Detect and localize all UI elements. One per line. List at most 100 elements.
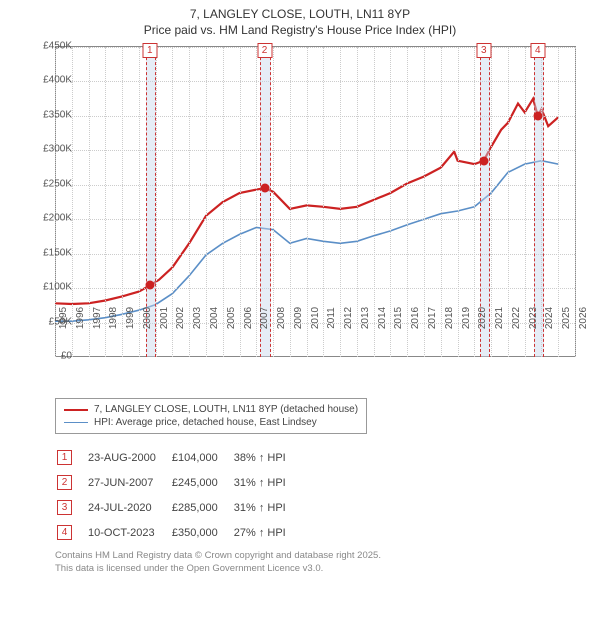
x-tick-label: 2002 [175,307,186,329]
x-tick-label: 2020 [477,307,488,329]
x-tick-label: 2001 [159,307,170,329]
x-tick-label: 2008 [276,307,287,329]
x-tick-label: 2005 [226,307,237,329]
x-tick-label: 2017 [427,307,438,329]
legend-swatch-property [64,409,88,411]
x-tick-label: 2024 [544,307,555,329]
x-tick-label: 2013 [360,307,371,329]
sale-marker-number: 3 [476,43,491,58]
legend-item-hpi: HPI: Average price, detached house, East… [64,416,358,429]
gridline-v [508,47,509,357]
legend-item-property: 7, LANGLEY CLOSE, LOUTH, LN11 8YP (detac… [64,403,358,416]
title-line-1: 7, LANGLEY CLOSE, LOUTH, LN11 8YP [0,6,600,22]
y-tick-label: £450K [28,41,72,52]
sale-point [260,184,269,193]
footer-line-2: This data is licensed under the Open Gov… [55,563,381,576]
gridline-v [172,47,173,357]
gridline-v [206,47,207,357]
legend-label-property: 7, LANGLEY CLOSE, LOUTH, LN11 8YP (detac… [94,404,358,415]
x-tick-label: 2006 [243,307,254,329]
row-price: £104,000 [172,446,232,469]
table-row: 123-AUG-2000£104,00038% ↑ HPI [57,446,300,469]
y-tick-label: £300K [28,144,72,155]
sale-point [145,281,154,290]
x-tick-label: 1999 [125,307,136,329]
row-number: 1 [57,446,86,469]
y-tick-label: £200K [28,213,72,224]
row-date: 24-JUL-2020 [88,496,170,519]
x-tick-label: 2007 [259,307,270,329]
gridline-v [390,47,391,357]
x-tick-label: 2023 [528,307,539,329]
sales-table: 123-AUG-2000£104,00038% ↑ HPI227-JUN-200… [55,444,302,546]
x-tick-label: 1997 [92,307,103,329]
x-tick-label: 2014 [377,307,388,329]
table-row: 227-JUN-2007£245,00031% ↑ HPI [57,471,300,494]
table-row: 324-JUL-2020£285,00031% ↑ HPI [57,496,300,519]
sale-marker-number: 2 [257,43,272,58]
x-tick-label: 1998 [108,307,119,329]
gridline-v [491,47,492,357]
row-pct: 27% ↑ HPI [234,521,300,544]
row-number: 4 [57,521,86,544]
gridline-v [105,47,106,357]
x-tick-label: 2021 [494,307,505,329]
gridline-h [55,185,575,186]
gridline-v [323,47,324,357]
y-tick-label: £0 [28,351,72,362]
y-tick-label: £400K [28,75,72,86]
x-tick-label: 2011 [326,307,337,329]
legend-swatch-hpi [64,422,88,423]
row-price: £285,000 [172,496,232,519]
gridline-v [139,47,140,357]
x-tick-label: 2025 [561,307,572,329]
gridline-v [256,47,257,357]
gridline-h [55,254,575,255]
row-price: £350,000 [172,521,232,544]
x-tick-label: 2000 [142,307,153,329]
row-date: 10-OCT-2023 [88,521,170,544]
sale-point [533,111,542,120]
gridline-v [89,47,90,357]
y-tick-label: £150K [28,247,72,258]
row-number: 2 [57,471,86,494]
title-line-2: Price paid vs. HM Land Registry's House … [0,22,600,38]
row-price: £245,000 [172,471,232,494]
x-tick-label: 2003 [192,307,203,329]
gridline-h [55,288,575,289]
gridline-v [223,47,224,357]
chart-title: 7, LANGLEY CLOSE, LOUTH, LN11 8YP Price … [0,0,600,38]
table-row: 410-OCT-2023£350,00027% ↑ HPI [57,521,300,544]
gridline-v [575,47,576,357]
gridline-v [374,47,375,357]
gridline-h [55,116,575,117]
gridline-v [55,47,56,357]
gridline-v [72,47,73,357]
gridline-v [424,47,425,357]
gridline-h [55,150,575,151]
row-date: 23-AUG-2000 [88,446,170,469]
sale-marker-number: 1 [142,43,157,58]
gridline-v [458,47,459,357]
gridline-v [558,47,559,357]
x-tick-label: 2009 [293,307,304,329]
gridline-v [525,47,526,357]
gridline-v [189,47,190,357]
row-number: 3 [57,496,86,519]
gridline-v [307,47,308,357]
gridline-v [273,47,274,357]
sale-point [479,156,488,165]
y-tick-label: £50K [28,316,72,327]
gridline-v [407,47,408,357]
gridline-v [474,47,475,357]
legend-label-hpi: HPI: Average price, detached house, East… [94,417,317,428]
attribution: Contains HM Land Registry data © Crown c… [55,550,381,576]
x-tick-label: 2012 [343,307,354,329]
row-date: 27-JUN-2007 [88,471,170,494]
row-pct: 38% ↑ HPI [234,446,300,469]
gridline-v [340,47,341,357]
x-tick-label: 2019 [461,307,472,329]
x-tick-label: 2015 [393,307,404,329]
x-tick-label: 2004 [209,307,220,329]
gridline-v [290,47,291,357]
